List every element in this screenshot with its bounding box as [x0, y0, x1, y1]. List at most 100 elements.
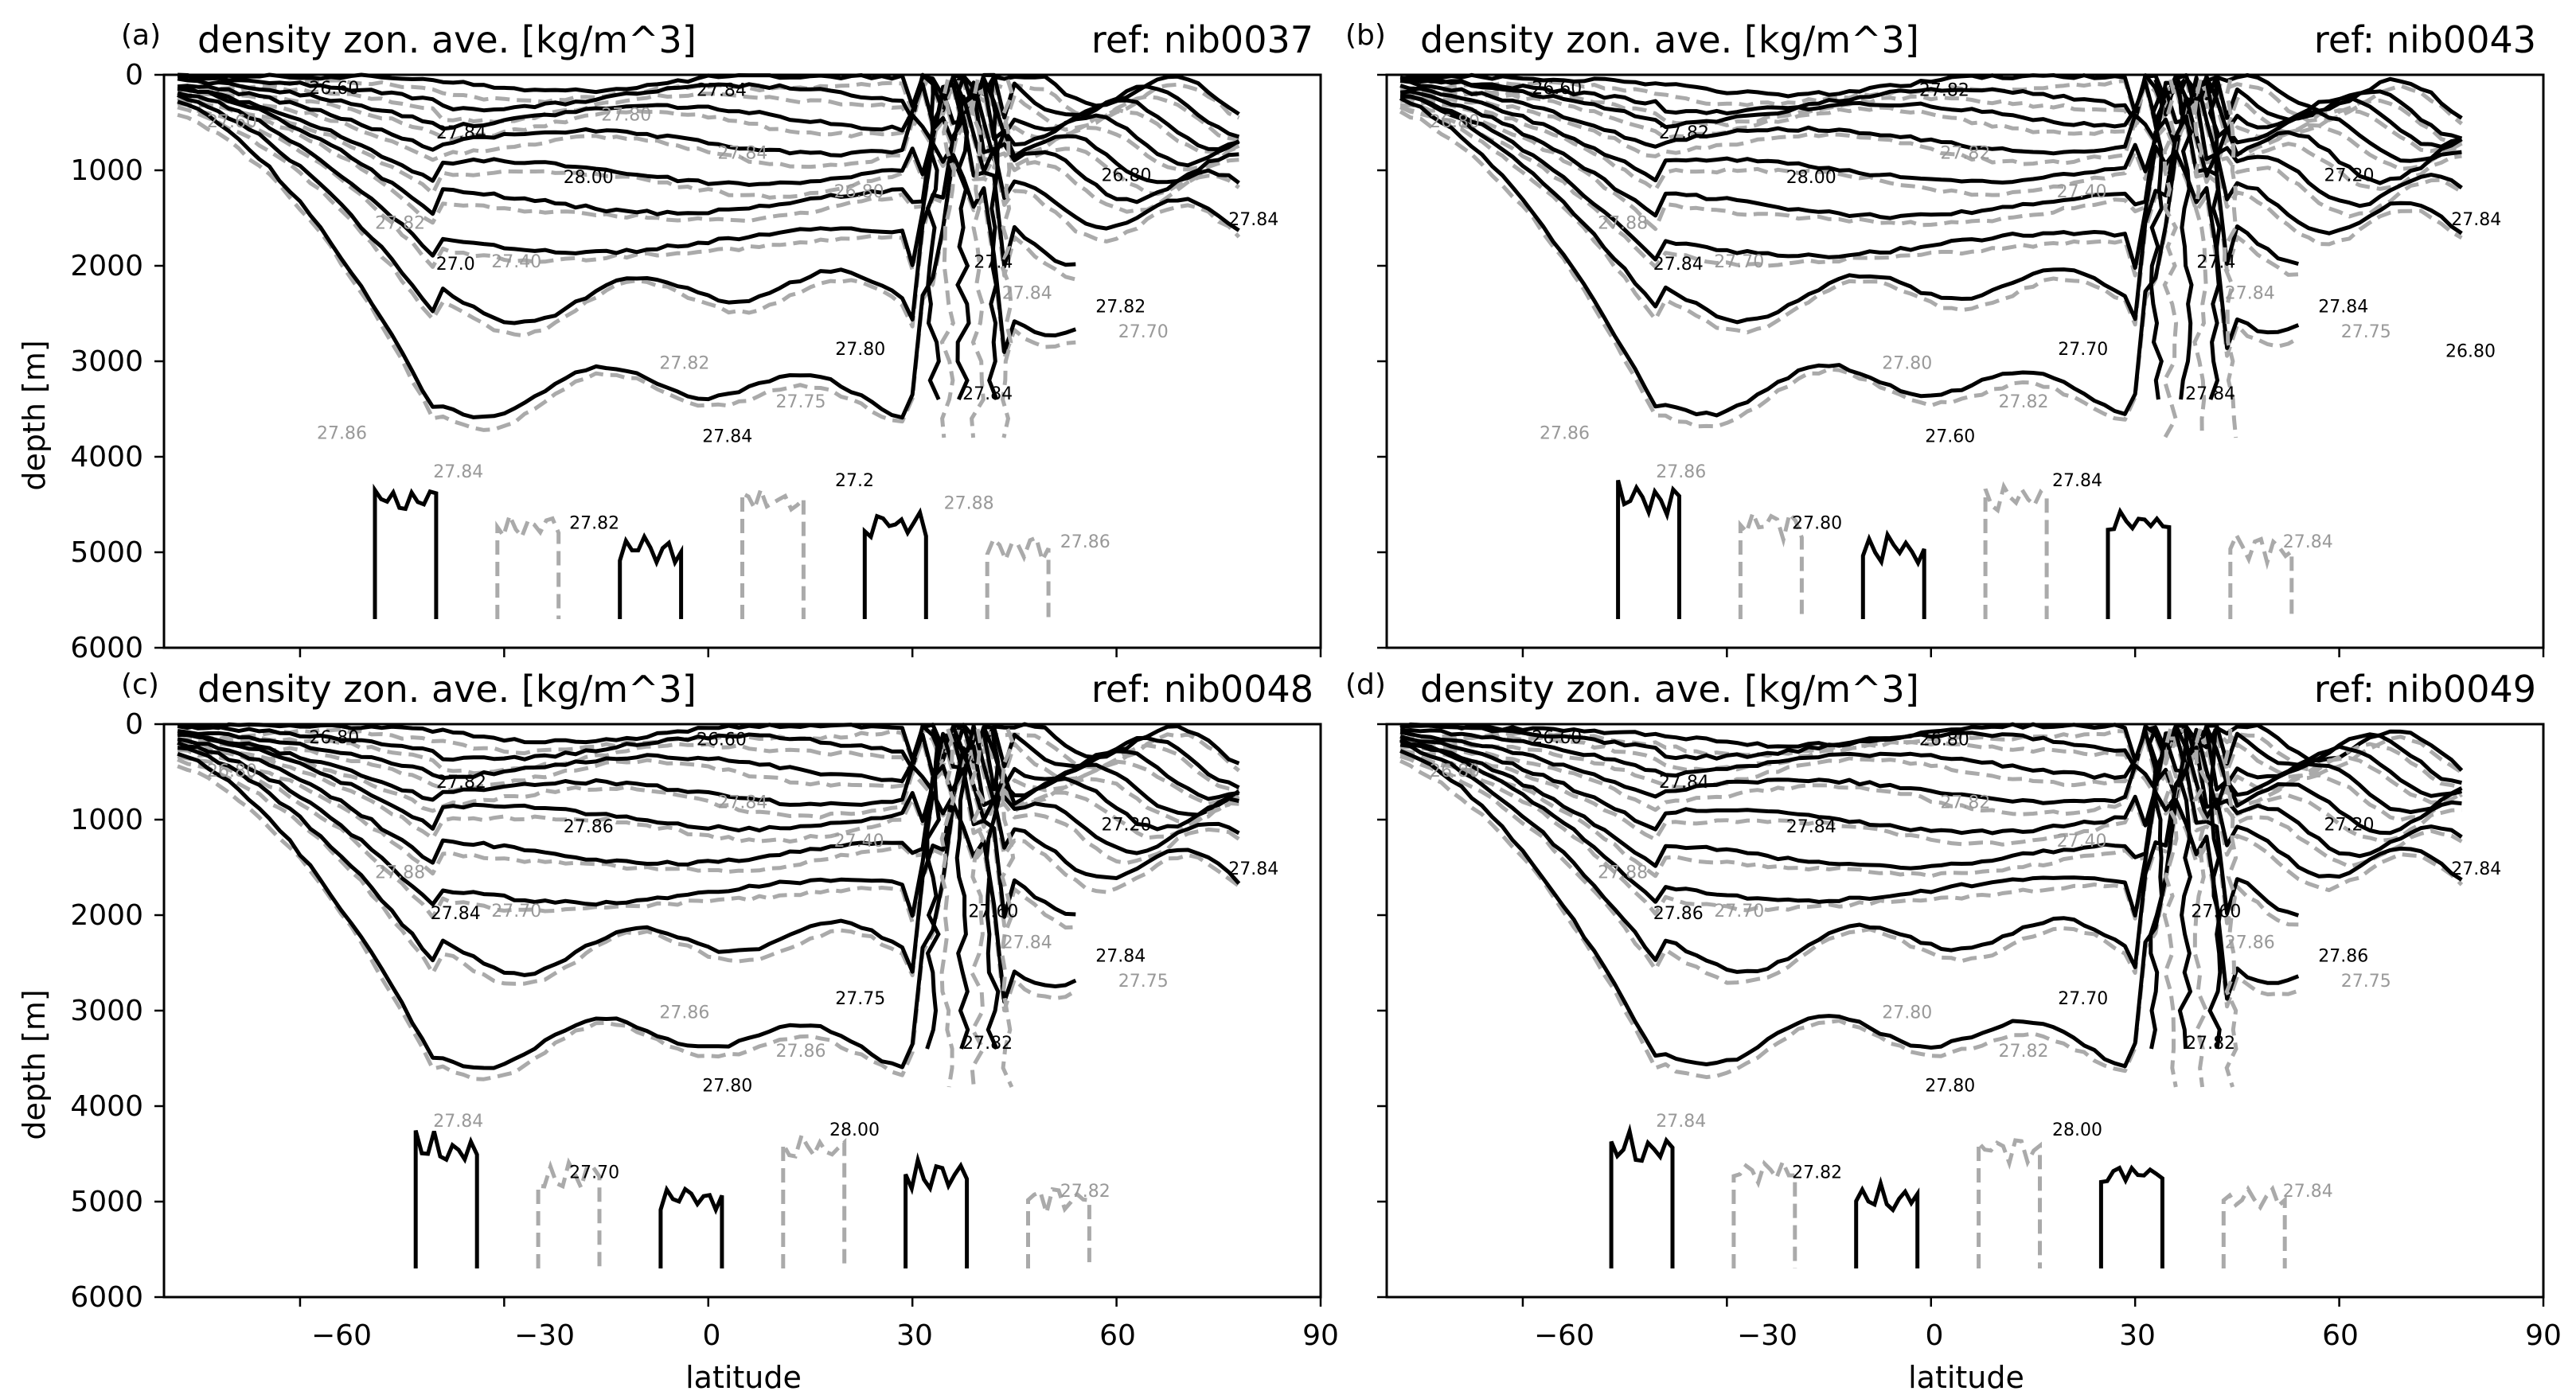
contour-label: 27.82	[1095, 298, 1146, 318]
contour-label: 27.20	[2324, 166, 2375, 185]
x-tick-label: 0	[703, 1319, 721, 1352]
x-axis-label-d: latitude	[1908, 1360, 2024, 1391]
contour-label: 27.84	[433, 1112, 483, 1132]
reference-contour-line	[177, 112, 1076, 432]
y-axis-label-c: depth [m]	[17, 989, 52, 1140]
model-contour-line	[2207, 728, 2223, 1050]
reference-contour-line	[177, 87, 1240, 172]
reference-contour-line	[1399, 102, 2463, 278]
reference-contour-line	[2162, 728, 2179, 1088]
panel-label-d: (d)	[1345, 668, 1386, 701]
x-tick-label: −30	[1737, 1319, 1797, 1352]
contour-label: 27.60	[968, 902, 1018, 922]
model-contour-line	[177, 86, 1240, 216]
x-tick-label: 60	[2322, 1319, 2359, 1352]
contour-label: 27.20	[1102, 815, 1152, 835]
contour-label: 27.84	[697, 81, 747, 101]
panel-title-d: density zon. ave. [kg/m^3]	[1420, 668, 1919, 711]
contour-label: 26.60	[309, 79, 359, 99]
contour-label: 27.82	[375, 214, 425, 234]
contour-label: 27.88	[944, 494, 994, 514]
contour-label: 28.00	[1786, 168, 1836, 188]
model-contour-line	[987, 79, 1000, 400]
contour-label: 26.80	[207, 762, 257, 781]
ref-label-c: ref: nib0048	[1091, 668, 1313, 711]
x-tick-label: −60	[311, 1319, 372, 1352]
contour-label: 28.00	[829, 1120, 880, 1140]
contour-label: 27.82	[1940, 793, 1990, 813]
reference-contour-line	[1000, 728, 1016, 1089]
contour-label: 27.82	[2185, 1034, 2235, 1054]
model-contour-line	[658, 1185, 724, 1268]
model-contour-line	[618, 532, 684, 619]
reference-contour-line	[740, 483, 806, 619]
model-contour-line	[1399, 727, 2463, 814]
contour-label: 27.86	[2225, 933, 2275, 953]
reference-contour-line	[177, 764, 1077, 1081]
contour-label: 27.70	[1118, 322, 1169, 342]
model-contour-line	[1399, 94, 2299, 325]
y-tick-label: 0	[125, 59, 143, 92]
contour-label: 27.80	[835, 340, 885, 360]
y-tick-label: 0	[125, 708, 143, 741]
contour-label: 27.84	[962, 384, 1013, 404]
model-contour-line	[177, 99, 1077, 420]
model-contour-line	[1609, 1123, 1675, 1268]
contour-label: 27.84	[1228, 210, 1278, 230]
contour-label: 27.70	[569, 1163, 619, 1183]
model-contour-line	[1399, 89, 2463, 220]
model-contour-line	[1399, 96, 2300, 418]
reference-contour-line	[177, 749, 1240, 925]
reference-contour-line	[1731, 1156, 1797, 1268]
y-tick-label: 6000	[70, 1281, 143, 1314]
panel-title-b: density zon. ave. [kg/m^3]	[1420, 18, 1919, 61]
contour-label: 28.00	[564, 168, 614, 188]
contour-label: 27.88	[375, 863, 425, 883]
panel-title-a: density zon. ave. [kg/m^3]	[197, 18, 697, 61]
model-contour-line	[1399, 72, 2463, 120]
model-contour-line	[1399, 93, 2463, 270]
model-contour-line	[955, 79, 971, 401]
contour-label: 27.4	[2196, 253, 2235, 273]
contour-label: 27.80	[1925, 1076, 1975, 1096]
reference-contour-line	[177, 728, 1239, 793]
panel-label-c: (c)	[121, 668, 159, 701]
reference-contour-line	[2223, 728, 2238, 1088]
reference-contour-line	[495, 509, 561, 619]
panel-c: 26.80 27.20 27.60 27.75 27.80 27.70 27.82 27.84…	[17, 668, 1339, 1391]
contour-label: 27.80	[1882, 354, 1932, 374]
model-contour-line	[177, 723, 1239, 833]
model-contour-line	[177, 80, 1240, 168]
reference-contour-line	[1738, 507, 1804, 619]
panel-label-b: (b)	[1345, 19, 1386, 52]
model-contour-line	[862, 507, 928, 619]
ref-label-d: ref: nib0049	[2314, 668, 2536, 711]
reference-contour-line	[970, 79, 986, 438]
contour-label: 27.2	[835, 471, 874, 491]
contour-label: 26.80	[309, 728, 359, 748]
contour-label: 27.86	[659, 1003, 709, 1023]
y-tick-label: 3000	[70, 995, 143, 1027]
model-contour-line	[2149, 79, 2164, 400]
contour-label: 27.88	[1598, 214, 1648, 234]
model-contour-line	[984, 728, 1001, 1050]
contour-label: 27.84	[436, 123, 486, 143]
x-axis-label-c: latitude	[685, 1360, 802, 1391]
contour-label: 27.84	[2185, 384, 2235, 404]
contour-label: 28.00	[2052, 1120, 2102, 1140]
contour-label: 27.86	[1653, 904, 1704, 924]
contour-label: 27.84	[2283, 1182, 2333, 1202]
contour-label: 26.60	[1532, 728, 1582, 748]
model-contour-line	[1399, 742, 2300, 974]
contour-label: 27.0	[436, 255, 475, 275]
contour-label: 27.84	[717, 793, 767, 813]
model-contour-line	[1399, 737, 2463, 918]
model-contour-line	[177, 740, 1241, 918]
reference-contour-line	[1399, 727, 2462, 790]
reference-contour-line	[1399, 758, 2300, 1080]
plot-area-c: 26.80 27.20 27.60 27.75 27.80 27.70 27.82 27.84…	[154, 722, 1322, 1307]
contour-label: 26.80	[1430, 112, 1480, 132]
reference-contour-line	[177, 747, 1240, 876]
contour-label: 27.40	[491, 252, 541, 272]
